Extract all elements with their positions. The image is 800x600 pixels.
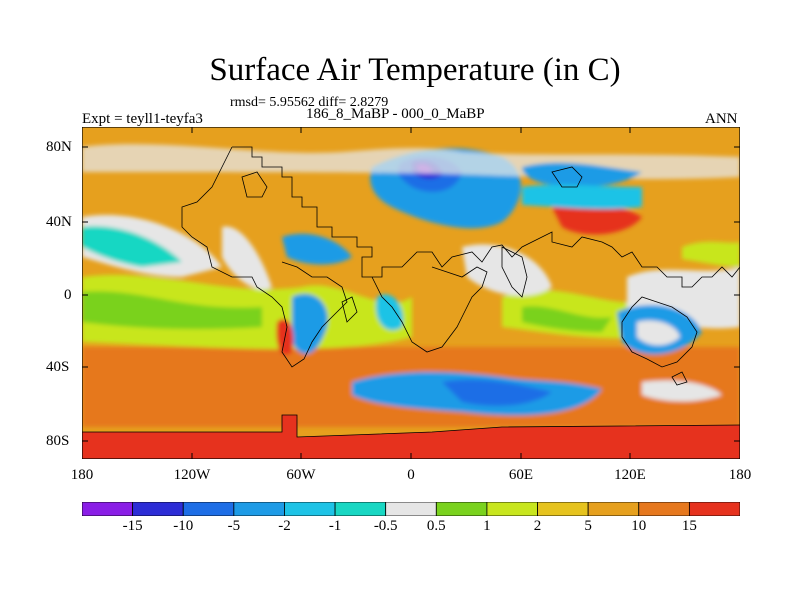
colorbar-swatch-12	[688, 502, 740, 516]
colorbar-swatch-4	[284, 502, 336, 516]
continent-outlines	[82, 146, 740, 438]
field-siberia-blue	[522, 162, 642, 187]
field-indian-light	[462, 244, 552, 296]
field-asia-cyan	[522, 184, 642, 210]
colorbar-label-9: 5	[584, 518, 592, 534]
lat-label-40n: 40N	[46, 214, 72, 230]
lon-label-120e: 120E	[614, 467, 646, 483]
field-npacific-cyan	[82, 226, 182, 267]
colorbar-label-7: 1	[483, 518, 491, 534]
lon-label-60e: 60E	[508, 467, 534, 483]
colorbar-label-3: -2	[278, 518, 291, 534]
colorbar-swatch-5	[334, 502, 387, 516]
colorbar-swatch-10	[587, 502, 640, 516]
colorbar-swatch-3	[233, 502, 285, 516]
colorbar-swatch-6	[385, 502, 437, 516]
field-gulf-blue	[282, 233, 352, 265]
axis-ticks	[82, 127, 740, 459]
field-far-east-yellow	[682, 241, 740, 267]
colorbar-label-8: 2	[533, 518, 542, 534]
chart-title: Surface Air Temperature (in C)	[209, 52, 621, 88]
colorbar-swatch-7	[435, 502, 488, 516]
field-namerica-light	[222, 226, 272, 290]
lon-label-180e: 180	[728, 467, 752, 483]
lat-label-40s: 40S	[46, 359, 70, 375]
field-asia-red	[552, 202, 642, 235]
season-label: ANN	[705, 111, 738, 127]
colorbar-label-10: 10	[631, 518, 647, 534]
colorbar-swatch-2	[182, 502, 235, 516]
colorbar-swatch-9	[537, 502, 589, 516]
lon-label-60w: 60W	[286, 467, 316, 483]
lat-label-80n: 80N	[46, 139, 72, 155]
field-southern-deep	[442, 379, 552, 406]
lon-label-0: 0	[407, 467, 415, 483]
colorbar	[82, 502, 740, 516]
antarctica-field	[82, 415, 740, 459]
colorbar-label-11: 15	[681, 518, 697, 534]
lon-label-180w: 180	[70, 467, 94, 483]
field-green-west	[82, 291, 262, 330]
colorbar-swatch-1	[132, 502, 184, 516]
colorbar-label-6: 0.5	[426, 518, 446, 534]
lon-label-120w: 120W	[173, 467, 211, 483]
field-africa-cyan	[376, 294, 403, 331]
temperature-map	[82, 127, 740, 459]
colorbar-swatch-8	[486, 502, 538, 516]
field-green-east	[522, 306, 612, 332]
colorbar-label-4: -1	[328, 518, 342, 534]
field-southern-light	[642, 380, 722, 402]
lat-label-0: 0	[64, 287, 72, 303]
colorbar-label-2: -5	[227, 518, 241, 534]
colorbar-label-1: -10	[173, 518, 194, 534]
colorbar-label-0: -15	[122, 518, 143, 534]
experiment-label: Expt = teyll1-teyfa3	[82, 111, 203, 127]
lat-label-80s: 80S	[46, 433, 70, 449]
colorbar-label-5: -0.5	[373, 518, 398, 534]
field-samerica-blue	[292, 293, 328, 354]
field-australia-light	[637, 320, 680, 346]
period-label: 186_8_MaBP - 000_0_MaBP	[306, 106, 485, 122]
colorbar-swatch-0	[82, 502, 134, 516]
stats-line: rmsd= 5.95562 diff= 2.8279	[230, 95, 389, 110]
colorbar-swatch-11	[638, 502, 690, 516]
